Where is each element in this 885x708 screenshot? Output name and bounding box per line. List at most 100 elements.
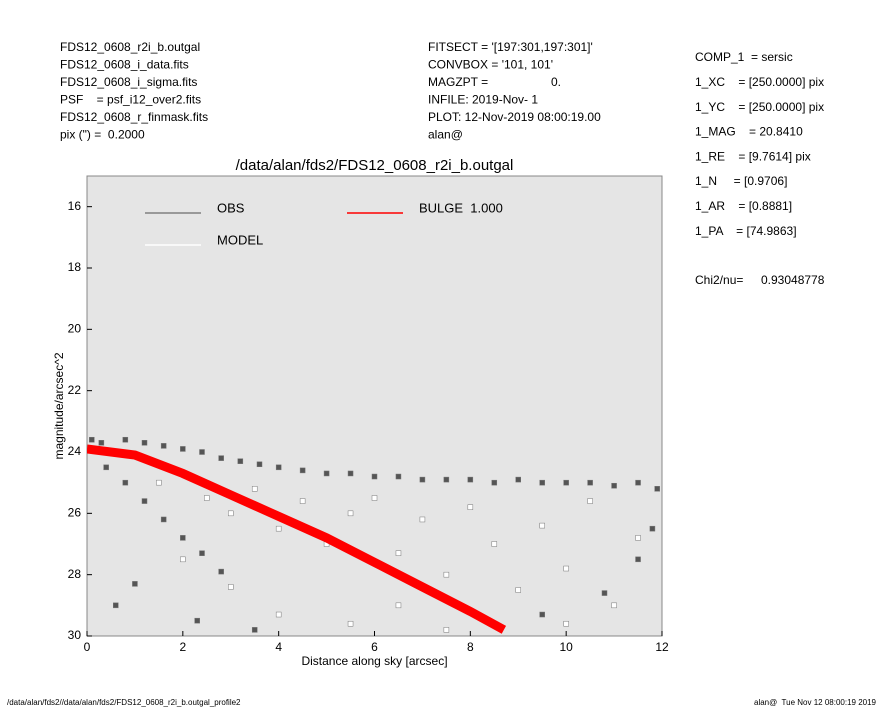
data-point: [491, 541, 498, 547]
data-point: [251, 627, 258, 633]
data-point: [275, 611, 282, 618]
data-point: [275, 525, 282, 532]
x-axis-label: Distance along sky [arcsec]: [301, 654, 447, 668]
data-point: [89, 436, 95, 443]
y-tick-label: 16: [68, 199, 82, 213]
data-point: [122, 436, 129, 443]
header-right-line: 1_N = [0.9706]: [695, 174, 787, 188]
legend-label: OBS: [217, 200, 245, 215]
legend-label: MODEL: [217, 232, 263, 247]
data-point: [611, 482, 617, 489]
data-point: [141, 440, 148, 446]
header-left-line: FDS12_0608_i_sigma.fits: [60, 75, 197, 89]
header-right-line: 1_RE = [9.7614] pix: [695, 149, 811, 163]
data-point: [180, 556, 186, 563]
data-point: [467, 504, 474, 510]
plot-layer: [87, 436, 660, 634]
header-left-line: FDS12_0608_i_data.fits: [60, 58, 189, 72]
y-tick-label: 20: [68, 322, 82, 336]
header-mid-line: alan@: [428, 128, 463, 142]
x-tick-label: 12: [655, 640, 669, 654]
data-point: [228, 510, 234, 517]
data-point: [299, 498, 306, 504]
data-point: [180, 446, 186, 452]
header-mid-line: PLOT: 12-Nov-2019 08:00:19.00: [428, 110, 601, 124]
header-left-line: FDS12_0608_r2i_b.outgal: [60, 40, 200, 54]
x-tick-label: 8: [467, 640, 474, 654]
x-tick-label: 6: [371, 640, 378, 654]
data-point: [635, 479, 641, 486]
data-point: [587, 479, 593, 486]
data-point: [347, 510, 354, 517]
y-tick-label: 24: [68, 444, 82, 458]
data-point: [160, 443, 167, 449]
footer-left: /data/alan/fds2//data/alan/fds2/FDS12_06…: [7, 698, 241, 707]
header-right-line: 1_XC = [250.0000] pix: [695, 75, 824, 89]
header-mid-line: MAGZPT =: [428, 75, 488, 89]
data-point: [180, 535, 186, 541]
data-point: [132, 581, 138, 587]
data-point: [122, 479, 129, 486]
data-point: [156, 479, 162, 486]
data-point: [563, 565, 569, 572]
data-point: [98, 440, 105, 446]
data-point: [539, 522, 545, 529]
data-point: [443, 627, 450, 633]
header-right-line: 1_AR = [0.8881]: [695, 199, 792, 213]
data-point: [649, 525, 656, 532]
data-point: [256, 461, 263, 468]
data-point: [443, 476, 450, 483]
data-point: [199, 550, 205, 556]
data-point: [347, 620, 354, 627]
data-point: [635, 556, 641, 563]
data-point: [228, 584, 234, 590]
header-left-line: FDS12_0608_r_finmask.fits: [60, 110, 208, 124]
data-point: [563, 620, 569, 627]
data-point: [395, 602, 402, 609]
y-tick-label: 26: [68, 506, 82, 520]
header-right-line: COMP_1 = sersic: [695, 50, 793, 64]
legend-label: BULGE 1.000: [419, 200, 503, 215]
chart-title: /data/alan/fds2/FDS12_0608_r2i_b.outgal: [236, 157, 514, 174]
data-point: [395, 550, 402, 556]
data-point: [113, 602, 119, 609]
data-point: [141, 498, 148, 504]
data-point: [467, 476, 474, 483]
data-point: [515, 476, 521, 483]
data-point: [218, 455, 224, 461]
data-point: [323, 470, 330, 477]
data-point: [218, 568, 224, 575]
data-point: [611, 602, 617, 609]
data-point: [587, 498, 593, 504]
data-point: [601, 590, 608, 596]
header-mid-line: INFILE: 2019-Nov- 1: [428, 93, 538, 107]
y-tick-label: 22: [68, 383, 82, 397]
header-mid-line: CONVBOX = '101, 101': [428, 58, 553, 72]
header-left-line: PSF = psf_i12_over2.fits: [60, 93, 201, 107]
model-line: [87, 444, 507, 634]
chi-value: 0.93048778: [761, 273, 825, 287]
data-point: [539, 479, 545, 486]
data-point: [635, 535, 641, 541]
data-point: [491, 479, 498, 486]
data-point: [199, 449, 205, 455]
header-right-line: 1_YC = [250.0000] pix: [695, 100, 824, 114]
data-point: [563, 479, 569, 486]
data-point: [103, 464, 109, 471]
footer-right: alan@ Tue Nov 12 08:00:19 2019: [754, 698, 877, 707]
x-tick-label: 0: [84, 640, 91, 654]
header-right-line: 1_PA = [74.9863]: [695, 224, 797, 238]
data-point: [419, 476, 426, 483]
data-point: [204, 495, 210, 501]
y-tick-label: 30: [68, 628, 82, 642]
y-axis-label: magnitude/arcsec^2: [52, 352, 66, 459]
data-point: [237, 458, 244, 464]
y-tick-label: 28: [68, 567, 82, 581]
magzpt-value: 0.: [551, 75, 561, 89]
data-point: [299, 467, 306, 474]
header-left-line: pix (") = 0.2000: [60, 128, 145, 142]
data-point: [515, 587, 521, 593]
data-point: [371, 473, 378, 480]
header-right-line: 1_MAG = 20.8410: [695, 125, 803, 139]
